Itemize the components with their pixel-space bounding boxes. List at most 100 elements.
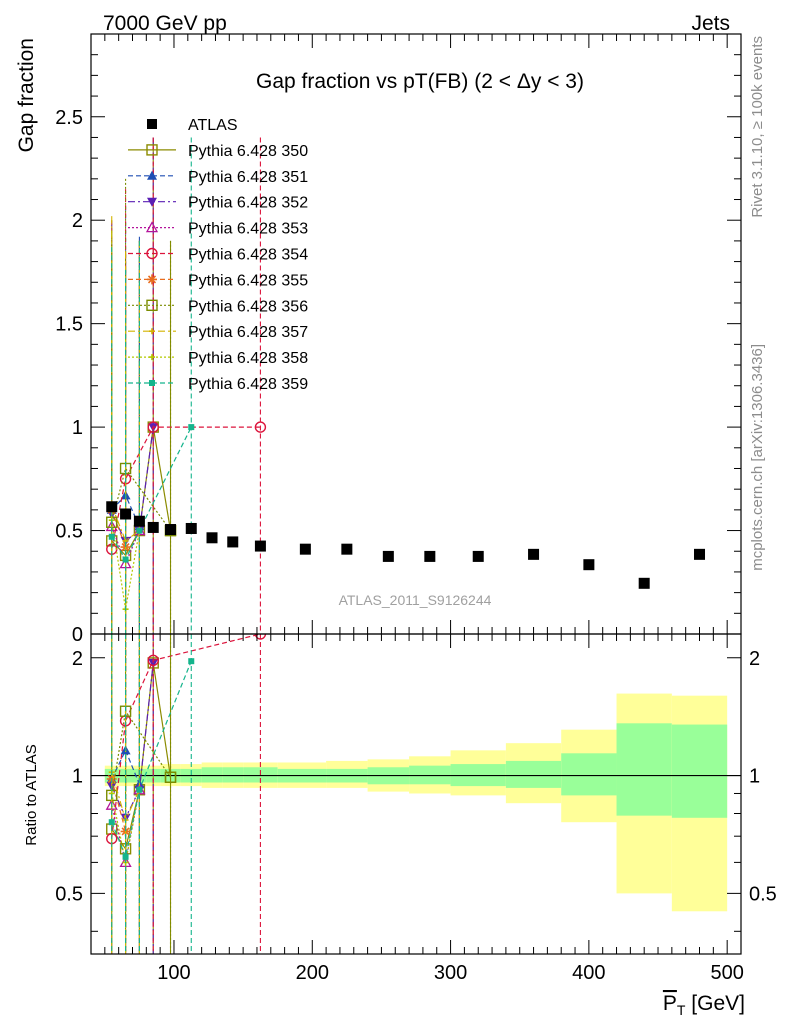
ratio-y-tick-label-right: 0.5 xyxy=(749,883,777,905)
chart-title: Gap fraction vs pT(FB) (2 < Δy < 3) xyxy=(256,70,584,93)
main-y-tick-label: 1 xyxy=(72,417,83,439)
atlas-data-point xyxy=(254,540,266,552)
atlas-data-point xyxy=(583,559,595,571)
atlas-data-point xyxy=(638,577,650,589)
legend-marker xyxy=(146,247,158,260)
atlas-data-point xyxy=(106,501,118,513)
legend-entry: Pythia 6.428 357 xyxy=(128,324,308,341)
pythia-359-point xyxy=(122,556,129,563)
main-y-tick-label: 1.5 xyxy=(55,314,83,336)
atlas-data-point xyxy=(120,508,132,520)
legend-label: Pythia 6.428 356 xyxy=(188,298,308,315)
pythia-359-ratio-line xyxy=(111,660,192,859)
atlas-data-point xyxy=(472,550,484,562)
axes-group: 0 0.5 1 1.5 2 2.5 100 200 300 400 500 0.5 0.5 1 1 2 2 xyxy=(55,33,777,984)
pythia-352-ratio-line xyxy=(111,662,154,820)
inner-band-segment xyxy=(222,767,244,783)
pythia-359-ratio-point xyxy=(108,819,115,826)
legend-marker xyxy=(149,328,155,335)
x-tick-label: 500 xyxy=(710,962,743,984)
ratio-y-tick-label: 0.5 xyxy=(55,883,83,905)
legend-entry: Pythia 6.428 358 xyxy=(128,350,308,367)
pythia-351-ratio-line xyxy=(111,748,140,785)
inner-band-segment xyxy=(505,760,562,788)
ratio-y-tick-label-right: 1 xyxy=(749,766,760,788)
ratio-y-tick-label: 2 xyxy=(72,648,83,670)
atlas-data-point xyxy=(165,524,177,536)
legend-entry: Pythia 6.428 351 xyxy=(128,169,308,186)
pythia-353-line xyxy=(111,526,140,566)
main-y-tick-label: 2 xyxy=(72,210,83,232)
rivet-version-label: Rivet 3.1.10, ≥ 100k events xyxy=(749,36,766,218)
legend-entry: Pythia 6.428 356 xyxy=(128,298,308,315)
x-axis-label: PT [GeV] xyxy=(663,992,745,1018)
atlas-data-point xyxy=(133,515,145,527)
x-tick-label: 100 xyxy=(157,962,190,984)
atlas-data-point xyxy=(424,550,436,562)
pythia-359-ratio-point xyxy=(188,658,195,665)
main-series-group xyxy=(105,137,706,634)
x-tick-label: 200 xyxy=(296,962,329,984)
ratio-y-tick-label: 1 xyxy=(72,766,83,788)
legend-label: Pythia 6.428 351 xyxy=(188,169,308,186)
pythia-357-line xyxy=(111,505,140,542)
atlas-data-point xyxy=(341,543,353,555)
legend-label: Pythia 6.428 354 xyxy=(188,247,308,264)
atlas-data-point xyxy=(227,536,239,548)
legend-marker xyxy=(147,197,157,207)
atlas-data-point xyxy=(299,543,311,555)
ratio-y-axis-label: Ratio to ATLAS xyxy=(23,744,40,845)
pythia-352-ratio-point xyxy=(148,658,159,668)
legend-label: Pythia 6.428 357 xyxy=(188,324,308,341)
legend-marker xyxy=(147,170,157,180)
pythia-355-ratio-line xyxy=(111,778,127,832)
atlas-data-point xyxy=(147,521,159,533)
x-tick-label: 300 xyxy=(434,962,467,984)
mcplots-reference-label: mcplots.cern.ch [arXiv:1306.3436] xyxy=(749,344,766,571)
pythia-359-point xyxy=(136,527,143,534)
legend-marker xyxy=(147,274,157,285)
legend-marker xyxy=(149,354,155,361)
atlas-data-point xyxy=(185,522,197,534)
legend-label: Pythia 6.428 358 xyxy=(188,350,308,367)
legend-marker xyxy=(146,299,158,311)
pythia-359-ratio-point xyxy=(136,786,143,793)
legend-entry: Pythia 6.428 352 xyxy=(128,195,308,212)
legend-entry: Pythia 6.428 353 xyxy=(128,221,308,238)
legend-entry: Pythia 6.428 355 xyxy=(128,272,308,289)
pythia-356-ratio-point xyxy=(164,771,177,783)
atlas-data-point xyxy=(694,548,706,560)
legend-entry: Pythia 6.428 350 xyxy=(128,143,308,160)
inner-band-segment xyxy=(561,753,617,796)
ratio-series-group xyxy=(105,634,267,954)
legend-entry: ATLAS xyxy=(147,117,238,134)
legend-label: Pythia 6.428 352 xyxy=(188,195,308,212)
pythia-350-ratio-line xyxy=(111,662,172,851)
inner-band-segment xyxy=(671,724,728,818)
legend-label: Pythia 6.428 355 xyxy=(188,272,308,289)
pythia-359-point xyxy=(188,424,195,431)
pythia-359-point xyxy=(108,533,115,540)
pythia-354-ratio-point xyxy=(254,634,267,640)
x-tick-label: 400 xyxy=(572,962,605,984)
legend-entry: Pythia 6.428 359 xyxy=(128,376,308,393)
collision-label: 7000 GeV pp xyxy=(103,12,227,35)
pythia-359-ratio-point xyxy=(122,853,129,860)
ratio-uncertainty-bands xyxy=(91,693,741,912)
main-y-tick-label: 0.5 xyxy=(55,521,83,543)
legend-entry: Pythia 6.428 354 xyxy=(128,247,308,264)
legend-label: Pythia 6.428 350 xyxy=(188,143,308,160)
pythia-359-line xyxy=(111,426,192,561)
pythia-354-point xyxy=(147,421,159,433)
inner-band-segment xyxy=(616,723,672,816)
atlas-data-point xyxy=(528,548,540,560)
pythia-352-line xyxy=(111,427,154,542)
legend-marker xyxy=(147,119,157,129)
analysis-id-watermark: ATLAS_2011_S9126244 xyxy=(339,592,492,608)
legend-label: ATLAS xyxy=(188,117,238,134)
main-y-axis-label: Gap fraction xyxy=(15,38,38,152)
legend-marker xyxy=(149,380,155,386)
legend: ATLAS Pythia 6.428 350 Pythia 6.428 351 Pyt… xyxy=(128,117,308,393)
main-y-tick-label: 0 xyxy=(72,624,83,646)
process-label: Jets xyxy=(691,12,730,35)
